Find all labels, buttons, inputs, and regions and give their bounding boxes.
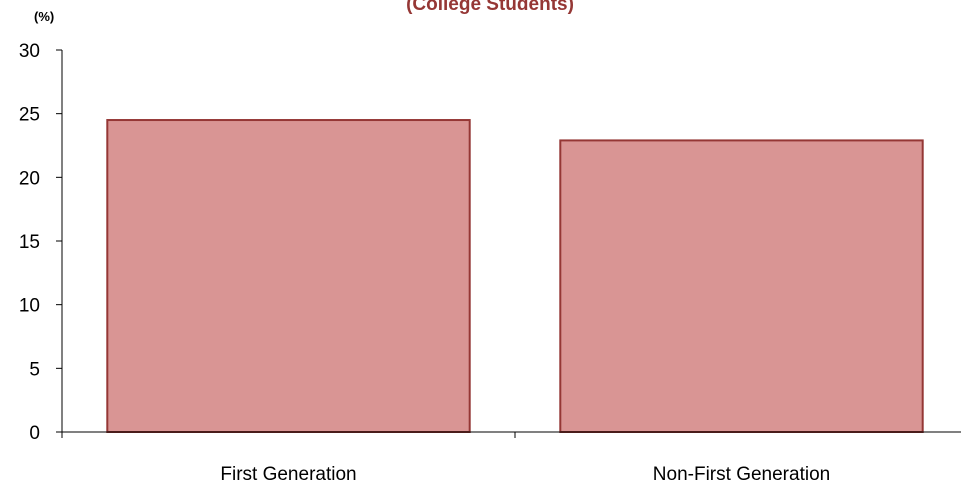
bar	[106, 119, 471, 434]
bars-group	[106, 119, 924, 434]
x-axis-ticks	[61, 432, 516, 438]
x-axis-category-labels: First Generation Non-First Generation	[220, 464, 830, 485]
y-tick-label: 5	[29, 359, 40, 380]
bar	[559, 139, 924, 433]
y-tick-label: 20	[19, 168, 40, 189]
y-axis-unit-label: (%)	[34, 9, 54, 24]
y-axis-ticks: 0 5 10 15 20 25 30	[19, 41, 62, 444]
y-tick-label: 25	[19, 105, 40, 126]
x-category-label: First Generation	[220, 464, 356, 485]
chart-title: (College Students)	[406, 0, 574, 15]
x-category-label: Non-First Generation	[653, 464, 830, 485]
y-tick-label: 0	[29, 423, 40, 444]
y-tick-label: 10	[19, 296, 40, 317]
y-tick-label: 30	[19, 41, 40, 62]
y-tick-label: 15	[19, 232, 40, 253]
